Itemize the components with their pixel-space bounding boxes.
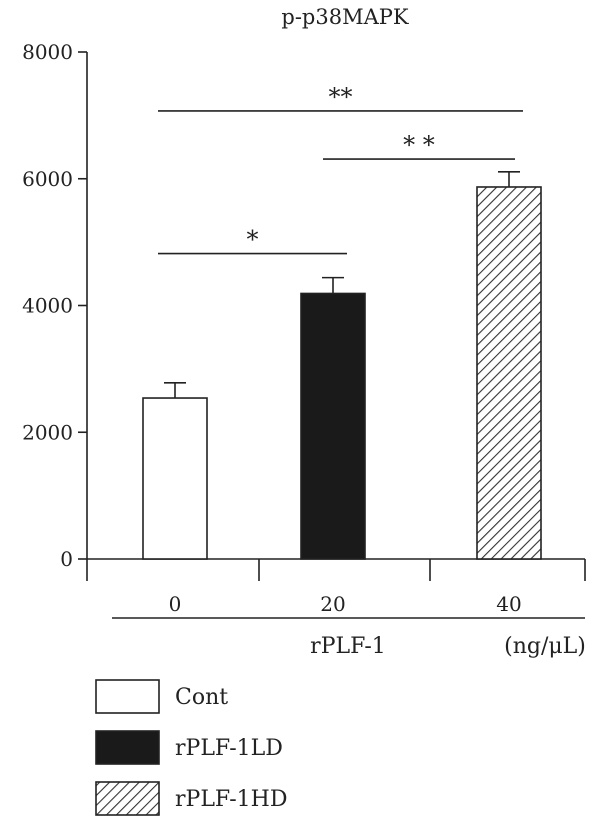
y-tick-label: 8000 (22, 40, 73, 64)
bar (476, 186, 542, 560)
significance-label: ** (329, 83, 353, 111)
y-tick-label: 0 (60, 547, 73, 571)
y-tick-label: 2000 (22, 420, 73, 444)
significance-label: * * (403, 131, 435, 159)
x-tick-label: 0 (169, 592, 182, 616)
legend-label: rPLF-1HD (175, 787, 287, 812)
legend-swatch (95, 781, 160, 816)
y-tick-label: 6000 (22, 167, 73, 191)
bar (300, 292, 366, 560)
group-label: rPLF-1 (310, 634, 386, 659)
x-tick-label: 40 (496, 592, 521, 616)
y-tick-label: 4000 (22, 294, 73, 318)
x-tick-label: 20 (320, 592, 345, 616)
unit-label: (ng/μL) (504, 634, 586, 659)
chart-title: p-p38MAPK (281, 5, 409, 29)
bar (142, 397, 208, 560)
significance-brackets: * * * ** (158, 83, 523, 255)
legend: Cont rPLF-1LD rPLF-1HD (95, 679, 287, 816)
bars (142, 170, 542, 560)
legend-label: Cont (175, 685, 228, 710)
legend-swatch (95, 679, 160, 714)
axes: 0 2000 4000 6000 8000 0 20 40 rPLF-1 (ng/μL) (22, 40, 586, 659)
legend-swatch (95, 730, 160, 765)
legend-label: rPLF-1LD (175, 736, 283, 761)
significance-label: * (247, 226, 259, 254)
